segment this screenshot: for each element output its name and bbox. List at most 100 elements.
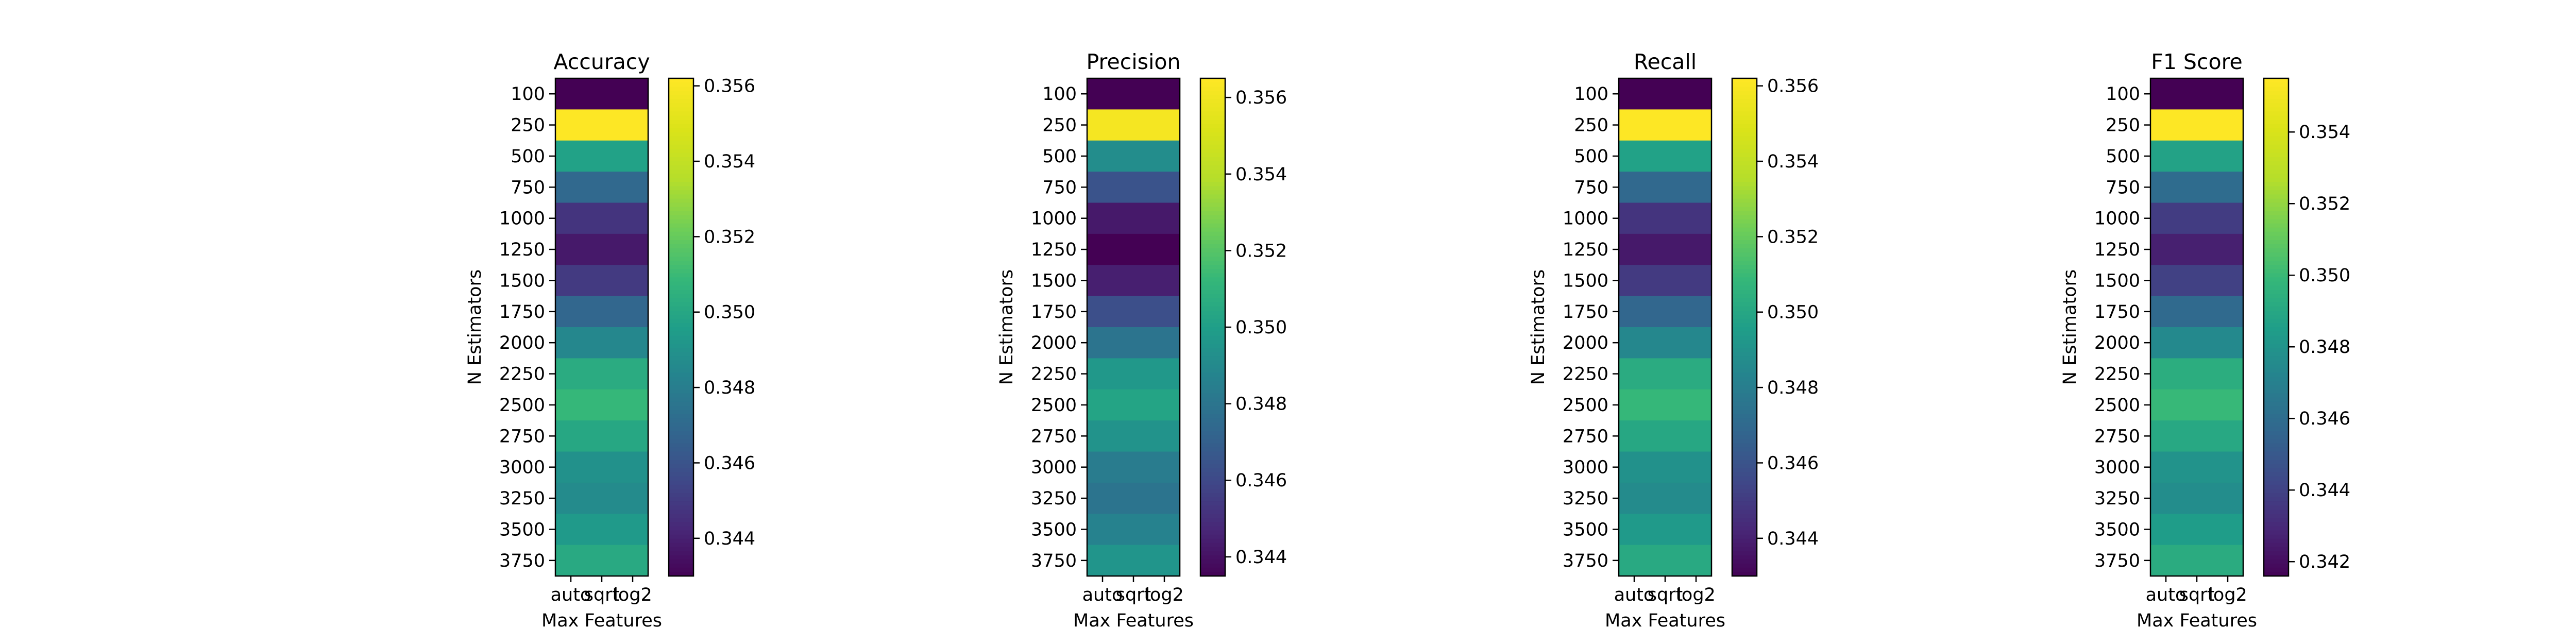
colorbar-segment	[669, 476, 693, 481]
heatmap-cell	[1087, 389, 1180, 421]
colorbar-segment	[669, 381, 693, 386]
colorbar-segment	[1200, 190, 1225, 195]
colorbar-segment	[2264, 422, 2289, 427]
x-axis-label: Max Features	[1073, 611, 1194, 631]
colorbar-segment	[2264, 443, 2289, 448]
colorbar-segment	[2264, 261, 2289, 265]
colorbar-segment	[669, 510, 693, 514]
colorbar-segment	[669, 148, 693, 154]
colorbar-segment	[2264, 335, 2289, 340]
colorbar-segment	[1200, 464, 1225, 469]
x-tick-label: auto	[551, 585, 591, 605]
colorbar-segment	[1200, 510, 1225, 514]
colorbar-segment	[1200, 99, 1225, 104]
colorbar-segment	[1732, 372, 1757, 378]
colorbar-segment	[1200, 202, 1225, 208]
colorbar-segment	[1200, 170, 1225, 174]
colorbar-segment	[2264, 178, 2289, 182]
colorbar-segment	[1732, 368, 1757, 374]
heatmap-cell	[1087, 482, 1180, 514]
colorbar-segment	[2264, 468, 2289, 473]
colorbar-segment	[669, 484, 693, 489]
colorbar-segment	[1200, 318, 1225, 324]
colorbar-segment	[1200, 352, 1225, 357]
heatmap-cell	[1619, 140, 1711, 172]
colorbar-segment	[2264, 377, 2289, 382]
colorbar-segment	[1732, 248, 1757, 253]
heatmap-cell	[555, 296, 648, 328]
colorbar-segment	[669, 460, 693, 465]
colorbar-segment	[2264, 132, 2289, 137]
colorbar-segment	[1732, 476, 1757, 481]
colorbar-segment	[1732, 219, 1757, 224]
colorbar-tick-label: 0.342	[2299, 552, 2350, 572]
y-tick-label: 1000	[499, 209, 545, 229]
colorbar-segment	[1200, 124, 1225, 129]
colorbar-segment	[669, 170, 693, 174]
colorbar-segment	[1732, 178, 1757, 182]
colorbar-segment	[2264, 405, 2289, 411]
colorbar-segment	[669, 447, 693, 452]
colorbar-segment	[2264, 198, 2289, 204]
y-tick-label: 3000	[499, 457, 545, 478]
colorbar-segment	[1732, 468, 1757, 473]
colorbar-segment	[1200, 522, 1225, 527]
colorbar-segment	[1732, 352, 1757, 357]
colorbar-segment	[1200, 493, 1225, 498]
colorbar-segment	[1200, 107, 1225, 112]
heatmap-cell	[1087, 296, 1180, 328]
x-tick-label: sqrt	[584, 585, 620, 605]
colorbar-segment	[669, 393, 693, 398]
heatmap-cell	[555, 420, 648, 452]
colorbar-segment	[1732, 427, 1757, 431]
colorbar-segment	[1200, 227, 1225, 232]
colorbar-segment	[1732, 235, 1757, 241]
chart-title: Accuracy	[553, 49, 650, 74]
colorbar-segment	[669, 120, 693, 125]
heatmap-cell	[555, 265, 648, 297]
colorbar-segment	[1732, 223, 1757, 228]
colorbar-segment	[1200, 422, 1225, 427]
heatmap-cell	[2150, 545, 2243, 577]
heatmap-cell	[555, 482, 648, 514]
colorbar-frame	[668, 77, 694, 577]
colorbar-segment	[1200, 335, 1225, 340]
colorbar-segment	[2264, 410, 2289, 415]
colorbar-segment	[669, 530, 693, 535]
colorbar-segment	[1732, 314, 1757, 319]
colorbar-segment	[669, 219, 693, 224]
colorbar-segment	[669, 464, 693, 469]
colorbar-segment	[669, 435, 693, 439]
colorbar-segment	[1732, 488, 1757, 494]
colorbar-segment	[669, 136, 693, 141]
colorbar-segment	[669, 182, 693, 187]
heatmap-cell	[2150, 482, 2243, 514]
colorbar-segment	[669, 223, 693, 228]
colorbar-segment	[1200, 178, 1225, 182]
x-tick-label: log2	[1145, 585, 1184, 605]
colorbar-segment	[1200, 285, 1225, 291]
colorbar-segment	[2264, 231, 2289, 236]
heatmap-panel-3: F1 Score 100 250 500 750 1000 1250 1500 1750 2000…	[2060, 49, 2350, 631]
colorbar-segment	[1200, 372, 1225, 378]
colorbar-tick-label: 0.350	[704, 302, 755, 323]
colorbar-segment	[669, 87, 693, 91]
colorbar-segment	[1732, 244, 1757, 249]
colorbar-segment	[1732, 103, 1757, 108]
colorbar-segment	[669, 281, 693, 286]
colorbar-segment	[669, 497, 693, 502]
colorbar-segment	[669, 252, 693, 257]
colorbar-segment	[2264, 115, 2289, 121]
y-tick-label: 2000	[1031, 333, 1077, 353]
colorbar-segment	[669, 439, 693, 444]
colorbar-segment	[1732, 401, 1757, 406]
heatmap-cell	[1087, 140, 1180, 172]
colorbar-segment	[1200, 443, 1225, 448]
colorbar-segment	[2264, 455, 2289, 461]
colorbar-segment	[669, 364, 693, 369]
colorbar-segment	[669, 124, 693, 129]
colorbar-segment	[1200, 244, 1225, 249]
y-tick-label: 1750	[2094, 302, 2140, 323]
colorbar-segment	[1732, 356, 1757, 361]
colorbar-segment	[669, 111, 693, 116]
